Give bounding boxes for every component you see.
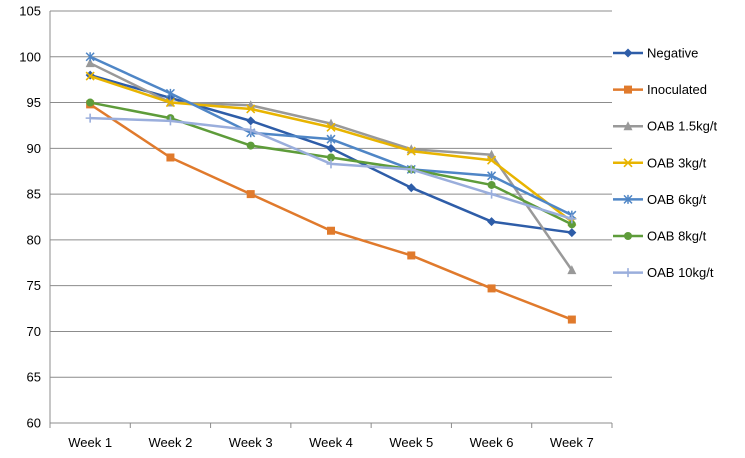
data-point (406, 164, 416, 174)
data-point (567, 265, 577, 275)
data-point (165, 116, 175, 126)
legend-swatch-marker (623, 158, 633, 168)
legend-swatch-marker (623, 268, 633, 278)
legend-swatch-marker (623, 194, 633, 204)
data-point (165, 97, 175, 108)
data-point (567, 214, 577, 224)
data-point (326, 134, 336, 144)
x-tick-label: Week 2 (149, 435, 193, 450)
data-point (327, 226, 335, 235)
data-point (327, 153, 335, 162)
data-point (326, 122, 336, 132)
legend-swatch-marker (623, 121, 633, 131)
legend-entry: OAB 10kg/t (613, 265, 714, 280)
data-point (85, 52, 95, 62)
series-oab-10kg-t (85, 113, 577, 224)
data-point (406, 146, 416, 156)
data-point (246, 190, 255, 199)
x-tick-label: Week 7 (550, 435, 594, 450)
legend-swatch-marker (623, 48, 633, 58)
data-point (326, 159, 336, 169)
data-point (85, 58, 95, 68)
y-tick-label: 105 (19, 4, 41, 19)
data-point (246, 116, 256, 126)
data-point (487, 155, 497, 165)
data-point (166, 153, 175, 162)
series-inoculated (86, 100, 576, 324)
data-point (567, 228, 577, 238)
legend-label: OAB 1.5kg/t (647, 119, 717, 134)
y-tick-label: 60 (27, 416, 41, 431)
y-tick-label: 65 (27, 370, 41, 385)
legend-label: OAB 10kg/t (647, 265, 714, 280)
y-axis-tick-labels: 60 65 70 75 80 85 90 95 100 105 (19, 4, 41, 431)
y-tick-label: 85 (27, 187, 41, 202)
legend-label: Inoculated (647, 82, 707, 97)
y-tick-label: 90 (27, 141, 41, 156)
data-point (246, 141, 255, 150)
legend-swatch-marker (624, 232, 632, 240)
legend: Negative Inoculated OAB 1.5kg/t OAB 3kg/t OA… (613, 46, 717, 280)
data-series (85, 52, 577, 324)
data-point (246, 104, 256, 114)
x-tick-label: Week 5 (389, 435, 433, 450)
data-point (407, 251, 416, 260)
x-tick-label: Week 3 (229, 435, 273, 450)
y-tick-label: 100 (19, 49, 41, 64)
x-tick-label: Week 6 (470, 435, 514, 450)
legend-entry: OAB 3kg/t (613, 155, 707, 170)
data-point (487, 217, 497, 227)
data-point (487, 171, 497, 181)
x-axis-tick-labels: Week 1 Week 2 Week 3 Week 4 Week 5 Week 6 Week… (68, 435, 594, 450)
data-point (85, 113, 95, 123)
y-tick-label: 80 (27, 232, 41, 247)
series-line (90, 116, 573, 221)
x-tick-label: Week 4 (309, 435, 353, 450)
legend-label: Negative (647, 46, 698, 61)
legend-entry: Negative (613, 46, 698, 61)
legend-entry: OAB 8kg/t (613, 229, 707, 244)
data-point (85, 71, 95, 81)
y-tick-label: 75 (27, 278, 41, 293)
legend-label: OAB 6kg/t (647, 192, 707, 207)
legend-swatch-marker (624, 85, 632, 94)
legend-entry: Inoculated (613, 82, 707, 97)
data-point (86, 98, 95, 107)
legend-label: OAB 8kg/t (647, 229, 707, 244)
data-point (165, 88, 175, 98)
data-point (406, 183, 416, 193)
data-point (487, 284, 496, 293)
x-tick-label: Week 1 (68, 435, 112, 450)
legend-entry: OAB 1.5kg/t (613, 119, 717, 134)
y-tick-label: 70 (27, 324, 41, 339)
legend-entry: OAB 6kg/t (613, 192, 707, 207)
data-point (487, 189, 497, 199)
data-point (567, 220, 576, 229)
axes (49, 11, 613, 428)
data-point (487, 149, 497, 159)
gridlines (50, 10, 612, 424)
data-point (326, 143, 336, 153)
data-point (567, 315, 576, 324)
y-tick-label: 95 (27, 95, 41, 110)
data-point (246, 125, 256, 135)
data-point (487, 180, 496, 189)
legend-label: OAB 3kg/t (647, 155, 707, 170)
